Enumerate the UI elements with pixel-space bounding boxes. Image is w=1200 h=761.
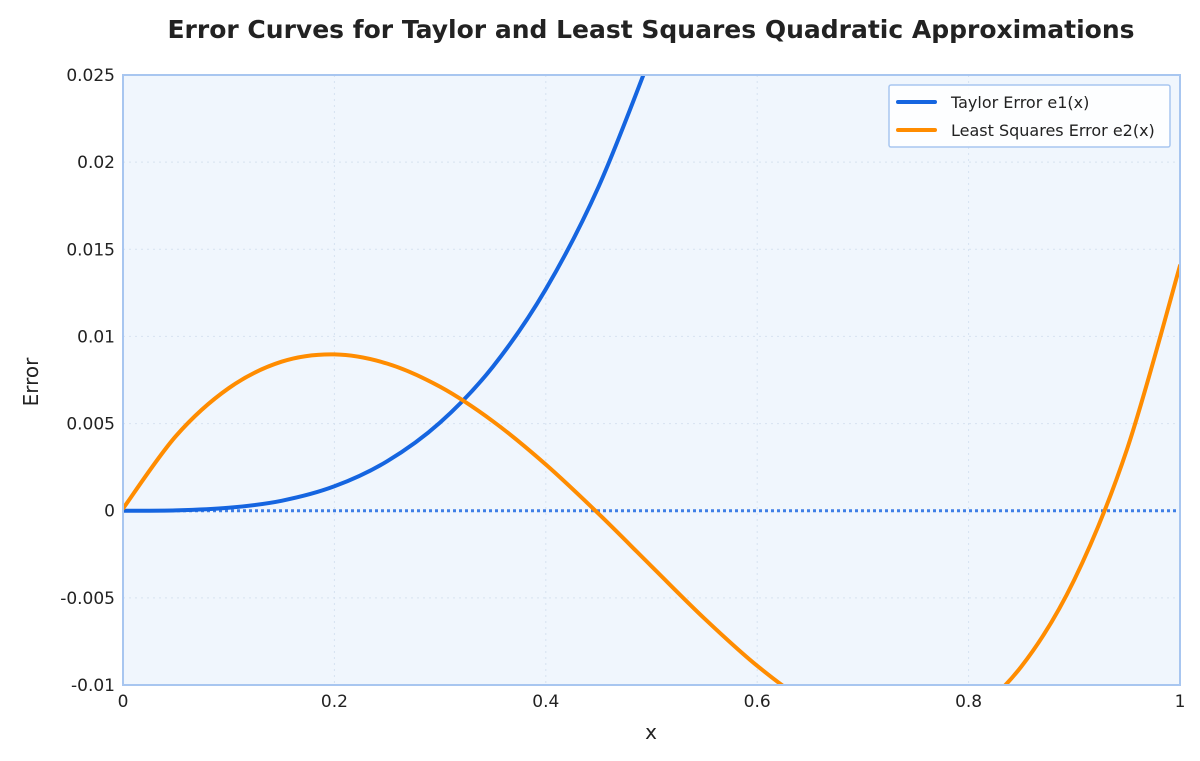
y-tick-label: 0 [104, 502, 115, 522]
legend-entry-1: Taylor Error e1(x) [950, 93, 1089, 112]
y-tick-label: 0.015 [66, 240, 115, 260]
plot-frame [122, 74, 1181, 686]
x-tick-label: 0.8 [955, 692, 982, 712]
x-tick-label: 0.6 [744, 692, 771, 712]
y-axis-label: Error [19, 357, 43, 407]
y-tick-label: 0.02 [77, 153, 115, 173]
x-tick-label: 1 [1175, 692, 1186, 712]
series-line-1 [123, 75, 646, 513]
legend: Taylor Error e1(x) Least Squares Error e2… [888, 84, 1171, 148]
y-tick-label: -0.01 [71, 676, 115, 696]
chart-title: Error Curves for Taylor and Least Square… [167, 15, 1134, 44]
x-tick-label: 0.2 [321, 692, 348, 712]
plot-area [123, 75, 1180, 685]
y-tick-label: -0.005 [60, 589, 115, 609]
y-tick-label: 0.005 [66, 415, 115, 435]
legend-box [888, 84, 1171, 148]
x-tick-label: 0.4 [532, 692, 559, 712]
y-tick-label: 0.01 [77, 327, 115, 347]
x-tick-label: 0 [118, 692, 129, 712]
y-tick-label: 0.025 [66, 66, 115, 86]
legend-entry-2: Least Squares Error e2(x) [951, 121, 1155, 140]
series-line-2 [123, 263, 1180, 685]
x-axis-label: x [645, 720, 657, 744]
